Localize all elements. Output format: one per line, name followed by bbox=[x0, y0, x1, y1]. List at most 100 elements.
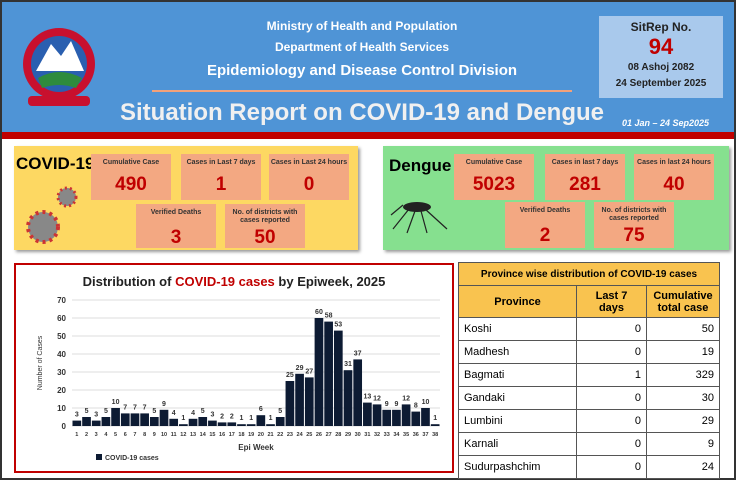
data-label: 5 bbox=[278, 408, 282, 415]
x-tick-label: 19 bbox=[248, 432, 254, 438]
bar bbox=[101, 417, 111, 426]
table-row: Koshi 0 50 bbox=[458, 317, 720, 341]
covid-verified-deaths: Verified Deaths 3 bbox=[136, 204, 216, 248]
province-name: Sudurpashchim bbox=[458, 455, 577, 479]
data-label: 37 bbox=[354, 350, 362, 357]
data-label: 3 bbox=[210, 412, 214, 419]
data-label: 6 bbox=[259, 406, 263, 413]
sitrep-number: 94 bbox=[648, 34, 674, 59]
bar bbox=[266, 424, 275, 426]
x-tick-label: 2 bbox=[85, 432, 88, 438]
dengue-title: Dengue bbox=[389, 156, 452, 175]
header-stripe bbox=[2, 132, 734, 139]
last-7-days: 0 bbox=[576, 317, 647, 341]
data-label: 27 bbox=[305, 368, 313, 375]
nepal-emblem-logo bbox=[23, 28, 95, 106]
y-tick-label: 70 bbox=[57, 296, 66, 305]
divider bbox=[152, 90, 572, 92]
sitrep-label: SitRep No. bbox=[630, 20, 692, 34]
data-label: 5 bbox=[85, 408, 89, 415]
data-label: 4 bbox=[172, 410, 176, 417]
bar bbox=[140, 413, 149, 426]
x-tick-label: 18 bbox=[238, 432, 244, 438]
data-label: 10 bbox=[112, 399, 120, 406]
x-tick-label: 13 bbox=[190, 432, 196, 438]
x-tick-label: 14 bbox=[200, 432, 207, 438]
x-tick-label: 3 bbox=[95, 432, 98, 438]
bar bbox=[333, 330, 343, 426]
bar bbox=[430, 424, 440, 426]
bar bbox=[111, 408, 120, 426]
bar bbox=[285, 381, 295, 426]
x-tick-label: 1 bbox=[75, 432, 78, 438]
x-tick-label: 11 bbox=[171, 432, 177, 438]
report-period: 01 Jan – 24 Sep2025 bbox=[622, 118, 710, 128]
data-label: 10 bbox=[422, 399, 430, 406]
col-header-province: Province bbox=[458, 285, 577, 318]
x-tick-label: 22 bbox=[277, 432, 283, 438]
data-label: 7 bbox=[143, 404, 147, 411]
data-label: 3 bbox=[75, 412, 79, 419]
virus-icon bbox=[26, 210, 60, 244]
data-label: 12 bbox=[402, 395, 410, 402]
data-label: 1 bbox=[269, 415, 273, 422]
x-tick-label: 15 bbox=[209, 432, 215, 438]
x-tick-label: 17 bbox=[229, 432, 235, 438]
province-table: Province wise distribution of COVID-19 c… bbox=[458, 262, 720, 479]
bar bbox=[295, 373, 304, 426]
table-row: Karnali 0 9 bbox=[458, 432, 720, 456]
data-label: 3 bbox=[94, 412, 98, 419]
y-axis-label: Number of Cases bbox=[37, 335, 44, 390]
x-tick-label: 23 bbox=[287, 432, 293, 438]
table-row: Bagmati 1 329 bbox=[458, 363, 720, 387]
data-label: 25 bbox=[286, 372, 294, 379]
data-label: 31 bbox=[344, 361, 352, 368]
table-row: Gandaki 0 30 bbox=[458, 386, 720, 410]
x-tick-label: 28 bbox=[335, 432, 341, 438]
data-label: 9 bbox=[394, 401, 398, 408]
province-name: Madhesh bbox=[458, 340, 577, 364]
bar bbox=[392, 409, 401, 426]
data-label: 60 bbox=[315, 309, 323, 316]
covid-title: COVID-19 bbox=[16, 154, 95, 173]
dengue-last-24-hours: Cases in last 24 hours 40 bbox=[634, 154, 714, 200]
bar bbox=[246, 424, 256, 426]
bar bbox=[411, 411, 421, 426]
bar bbox=[72, 420, 82, 426]
dengue-districts: No. of districts with cases reported 75 bbox=[594, 202, 674, 248]
data-label: 12 bbox=[373, 395, 381, 402]
bar bbox=[401, 404, 411, 426]
bar bbox=[256, 415, 266, 426]
x-tick-label: 7 bbox=[133, 432, 136, 438]
y-tick-label: 10 bbox=[57, 404, 66, 413]
data-label: 2 bbox=[220, 413, 224, 420]
col-header-cumulative: Cumulative total case bbox=[646, 285, 720, 318]
legend-swatch bbox=[96, 454, 102, 460]
bar bbox=[304, 377, 314, 426]
province-name: Lumbini bbox=[458, 409, 577, 433]
bar bbox=[353, 359, 363, 426]
y-tick-label: 60 bbox=[57, 314, 66, 323]
cumulative-total: 329 bbox=[646, 363, 720, 387]
x-tick-label: 20 bbox=[258, 432, 264, 438]
x-tick-label: 4 bbox=[104, 432, 108, 438]
x-tick-label: 24 bbox=[297, 432, 304, 438]
cumulative-total: 30 bbox=[646, 386, 720, 410]
data-label: 13 bbox=[363, 394, 371, 401]
y-tick-label: 50 bbox=[57, 332, 66, 341]
bar bbox=[324, 321, 333, 426]
chart-plot: 0102030405060703152335410576777859910411… bbox=[37, 296, 440, 462]
dengue-summary-card: Dengue Cumulative Case 5023 Cases in last… bbox=[383, 146, 729, 250]
data-label: 5 bbox=[152, 408, 156, 415]
x-tick-label: 33 bbox=[384, 432, 390, 438]
last-7-days: 0 bbox=[576, 432, 647, 456]
bar bbox=[198, 417, 208, 426]
bar bbox=[130, 413, 140, 426]
header: Ministry of Health and Population Depart… bbox=[2, 2, 734, 132]
data-label: 58 bbox=[325, 313, 333, 320]
bar bbox=[82, 417, 91, 426]
division-name: Epidemiology and Disease Control Divisio… bbox=[206, 62, 518, 79]
x-tick-label: 26 bbox=[316, 432, 322, 438]
cumulative-total: 9 bbox=[646, 432, 720, 456]
y-tick-label: 0 bbox=[62, 422, 67, 431]
